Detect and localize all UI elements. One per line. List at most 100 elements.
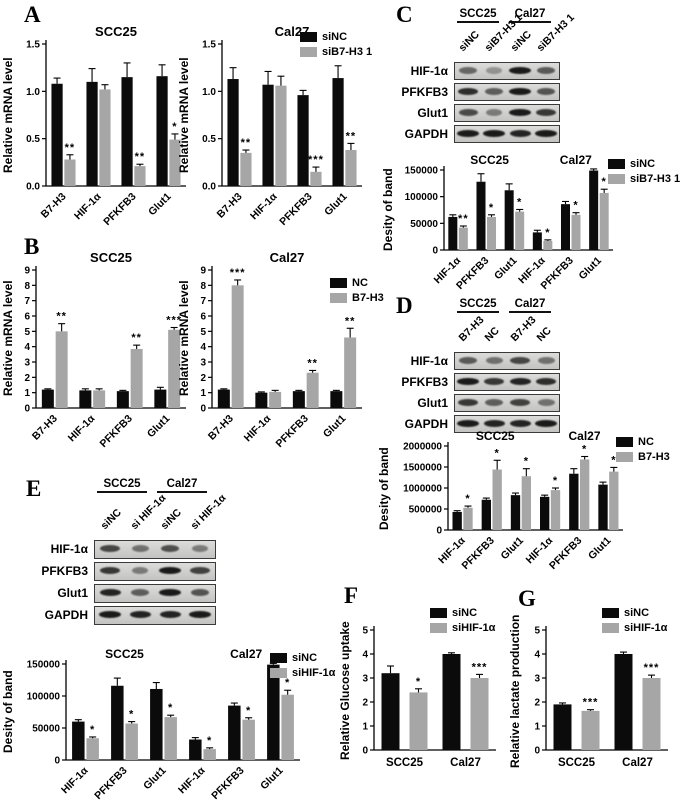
svg-text:2: 2: [200, 373, 206, 384]
lane-label: siNC: [98, 506, 124, 532]
blot-row-label: Glut1: [57, 586, 88, 600]
protein-band: [99, 611, 121, 618]
svg-text:PFKFB3: PFKFB3: [209, 765, 246, 802]
protein-band: [537, 356, 555, 364]
legend-item: siHIF-1α: [430, 622, 495, 634]
protein-band: [483, 129, 505, 137]
legend-item: siB7-H3 1: [608, 173, 680, 185]
svg-text:PFKFB3: PFKFB3: [277, 191, 314, 228]
legend-label: siB7-H3 1: [322, 46, 373, 58]
svg-text:Glut1: Glut1: [141, 765, 169, 793]
svg-text:SCC25: SCC25: [105, 647, 144, 661]
blot-row-label: Glut1: [417, 106, 448, 120]
y-axis-label: Relative mRNA level: [177, 57, 191, 173]
legend-label: siNC: [452, 607, 478, 619]
svg-text:**: **: [131, 332, 142, 344]
protein-band: [485, 87, 503, 95]
svg-text:50000: 50000: [410, 219, 438, 230]
protein-band: [457, 87, 479, 95]
cell-line-header: SCC25: [457, 8, 499, 23]
svg-text:PFKFB3: PFKFB3: [547, 535, 584, 572]
legend-swatch: [300, 32, 317, 42]
legend-item: siHIF-1α: [270, 667, 335, 679]
svg-text:B7-H3: B7-H3: [39, 191, 69, 221]
svg-text:Cal27: Cal27: [560, 153, 592, 167]
y-axis-label: Relative mRNA level: [1, 57, 15, 173]
blot-band-box: [454, 104, 560, 122]
blot-row-label: HIF-1α: [50, 542, 88, 556]
blot-row-label: HIF-1α: [410, 64, 448, 78]
protein-band: [458, 108, 478, 116]
legend-item: siB7-H3 1: [300, 46, 372, 58]
legend-item: siHIF-1α: [602, 622, 667, 634]
svg-text:*: *: [416, 676, 421, 688]
svg-text:*: *: [545, 227, 550, 239]
legend-label: NC: [638, 436, 654, 448]
lane-label: si HIF-1α: [188, 492, 229, 532]
svg-text:150000: 150000: [405, 166, 439, 177]
svg-text:3: 3: [362, 674, 368, 685]
svg-text:0.0: 0.0: [26, 182, 40, 193]
svg-text:HIF-1α: HIF-1α: [176, 764, 208, 796]
svg-text:Glut1: Glut1: [499, 535, 527, 563]
svg-text:150000: 150000: [27, 660, 61, 671]
blot-band-box: [94, 562, 216, 581]
protein-band: [510, 398, 530, 406]
protein-band: [459, 66, 477, 74]
svg-text:5: 5: [362, 626, 368, 637]
svg-text:HIF-1α: HIF-1α: [248, 190, 280, 222]
svg-text:**: **: [458, 213, 469, 225]
legend-item: siNC: [602, 607, 667, 619]
legend-swatch: [602, 608, 619, 618]
legend-swatch: [616, 452, 633, 462]
legend-panel-d: NC B7-H3: [616, 436, 670, 463]
protein-band: [131, 567, 149, 574]
legend-swatch: [330, 278, 347, 288]
svg-text:0: 0: [534, 746, 540, 757]
svg-text:**: **: [345, 315, 356, 327]
legend-label: B7-H3: [352, 292, 384, 304]
western-blot-e: SCC25 Cal27 siNC si HIF-1α siNC si HIF-1α HIF-…: [36, 478, 229, 630]
protein-band: [509, 108, 531, 116]
svg-text:B7-H3: B7-H3: [206, 413, 236, 443]
svg-text:1: 1: [200, 388, 206, 399]
legend-label: siB7-H3 1: [630, 173, 680, 185]
y-axis-label: Desity of band: [1, 670, 15, 754]
blot-band-box: [94, 584, 216, 603]
legend-swatch: [430, 623, 447, 633]
svg-text:1.5: 1.5: [26, 40, 40, 51]
svg-text:**: **: [241, 137, 252, 149]
svg-text:SCC25: SCC25: [386, 757, 424, 769]
svg-text:100000: 100000: [405, 192, 439, 203]
svg-text:5: 5: [24, 327, 30, 338]
svg-text:6: 6: [200, 312, 206, 323]
western-blot-d: SCC25 Cal27 B7-H3 NC B7-H3 NC HIF-1α PFKFB3 Glut…: [398, 298, 570, 444]
blot-band-box: [454, 62, 560, 80]
panel-b-label: B: [24, 234, 40, 259]
protein-band: [129, 611, 151, 618]
legend-swatch: [270, 668, 287, 678]
legend-swatch: [330, 293, 347, 303]
protein-band: [537, 398, 555, 406]
protein-band: [458, 398, 478, 406]
legend-swatch: [430, 608, 447, 618]
legend-label: siHIF-1α: [452, 622, 496, 634]
svg-text:***: ***: [308, 154, 324, 166]
svg-text:*: *: [285, 677, 290, 689]
svg-text:4: 4: [24, 342, 30, 353]
svg-text:5: 5: [200, 327, 206, 338]
legend-panel-a: siNC siB7-H3 1: [300, 31, 372, 58]
svg-text:Glut1: Glut1: [145, 413, 173, 441]
protein-band: [509, 87, 531, 95]
svg-text:3: 3: [200, 358, 206, 369]
svg-text:HIF-1α: HIF-1α: [66, 412, 98, 444]
protein-band: [457, 419, 479, 427]
western-blot-c: SCC25 Cal27 siNC siB7-H3 1 siNC siB7-H3 1 HIF-…: [398, 8, 577, 154]
protein-band: [509, 419, 531, 427]
svg-text:0: 0: [54, 756, 60, 767]
svg-text:Cal27: Cal27: [450, 757, 481, 769]
